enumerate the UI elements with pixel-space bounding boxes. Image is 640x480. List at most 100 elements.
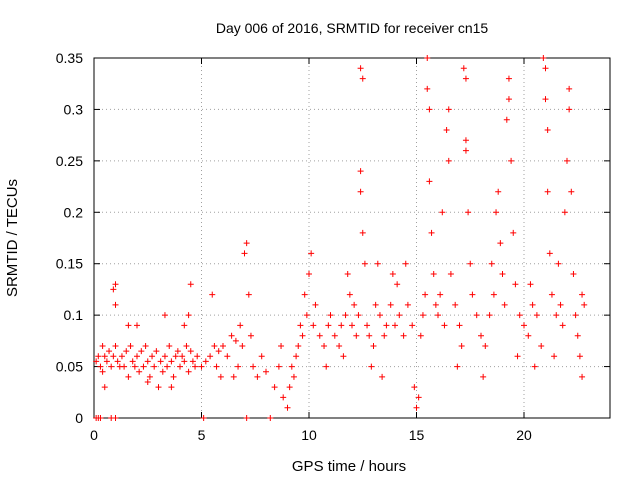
data-point — [271, 384, 278, 391]
data-point — [159, 368, 166, 375]
y-tick-label: 0.3 — [64, 101, 84, 117]
data-point — [540, 55, 547, 61]
data-point — [306, 271, 312, 277]
data-point — [237, 322, 244, 329]
data-point — [207, 353, 214, 360]
data-point — [383, 322, 390, 329]
data-point — [110, 353, 117, 360]
data-point — [426, 106, 433, 113]
data-point — [232, 337, 239, 344]
data-point — [544, 188, 551, 195]
data-point — [525, 332, 532, 339]
data-point — [288, 363, 295, 370]
data-point — [357, 168, 364, 175]
data-point — [228, 332, 235, 339]
data-point — [301, 291, 308, 298]
data-point — [168, 384, 175, 391]
data-point — [409, 322, 416, 329]
data-point — [555, 260, 562, 267]
data-point — [267, 415, 274, 421]
data-point — [127, 343, 134, 349]
data-point — [366, 332, 373, 339]
data-point — [452, 301, 459, 308]
data-point — [432, 301, 439, 308]
data-point — [396, 312, 403, 319]
y-tick-label: 0.2 — [64, 204, 84, 220]
data-point — [254, 373, 261, 380]
data-point — [241, 250, 248, 257]
data-point — [424, 55, 431, 61]
data-point — [312, 301, 319, 308]
y-tick-label: 0.35 — [56, 50, 83, 66]
data-point — [473, 312, 480, 319]
y-tick-label: 0.15 — [56, 256, 83, 272]
data-point — [187, 348, 194, 355]
data-point — [110, 286, 117, 293]
data-point — [503, 116, 510, 123]
data-point — [247, 332, 254, 339]
y-tick-label: 0 — [75, 410, 83, 426]
data-point — [338, 322, 345, 329]
data-point — [462, 147, 469, 154]
data-point — [310, 322, 317, 329]
data-point — [561, 209, 568, 216]
data-point — [129, 358, 136, 365]
data-point — [144, 379, 151, 385]
data-point — [497, 240, 504, 247]
data-point — [533, 312, 540, 319]
data-point — [544, 127, 551, 133]
data-point — [136, 368, 143, 375]
data-point — [151, 363, 158, 370]
grid-layer — [94, 58, 610, 418]
data-point — [413, 404, 420, 411]
data-point — [239, 343, 246, 349]
data-point — [123, 348, 130, 355]
data-point — [327, 312, 334, 319]
data-point — [462, 75, 469, 82]
data-point — [99, 343, 106, 349]
data-point — [370, 343, 377, 349]
data-point — [331, 332, 338, 339]
data-point — [125, 322, 132, 329]
data-points — [93, 55, 588, 421]
data-point — [168, 358, 175, 365]
data-point — [114, 358, 121, 365]
y-axis-label: SRMTID / TECUs — [4, 179, 21, 297]
data-point — [542, 96, 549, 103]
data-point — [181, 322, 188, 329]
data-point — [340, 353, 347, 360]
data-point — [551, 353, 558, 360]
data-point — [144, 358, 151, 365]
data-point — [174, 348, 181, 355]
data-point — [230, 373, 237, 380]
data-point — [480, 373, 487, 380]
data-point — [465, 209, 472, 216]
data-point — [579, 291, 586, 298]
data-point — [181, 358, 188, 365]
data-point — [166, 343, 173, 349]
data-point — [112, 415, 119, 421]
data-point — [215, 348, 222, 355]
data-point — [505, 96, 512, 103]
data-point — [417, 332, 424, 339]
data-point — [97, 363, 104, 370]
data-point — [344, 271, 351, 277]
data-point — [349, 322, 355, 329]
data-point — [263, 368, 269, 375]
data-point — [559, 322, 566, 329]
plot-frame — [93, 57, 611, 419]
data-point — [286, 384, 293, 391]
data-point — [290, 373, 297, 380]
data-point — [258, 353, 265, 360]
data-point — [512, 281, 519, 288]
data-point — [161, 312, 168, 319]
data-point — [546, 250, 553, 257]
data-point — [529, 301, 536, 308]
data-point — [458, 343, 465, 349]
data-point — [243, 415, 250, 421]
data-point — [93, 358, 100, 365]
data-point — [177, 363, 183, 370]
data-point — [209, 291, 216, 298]
data-point — [131, 363, 138, 370]
